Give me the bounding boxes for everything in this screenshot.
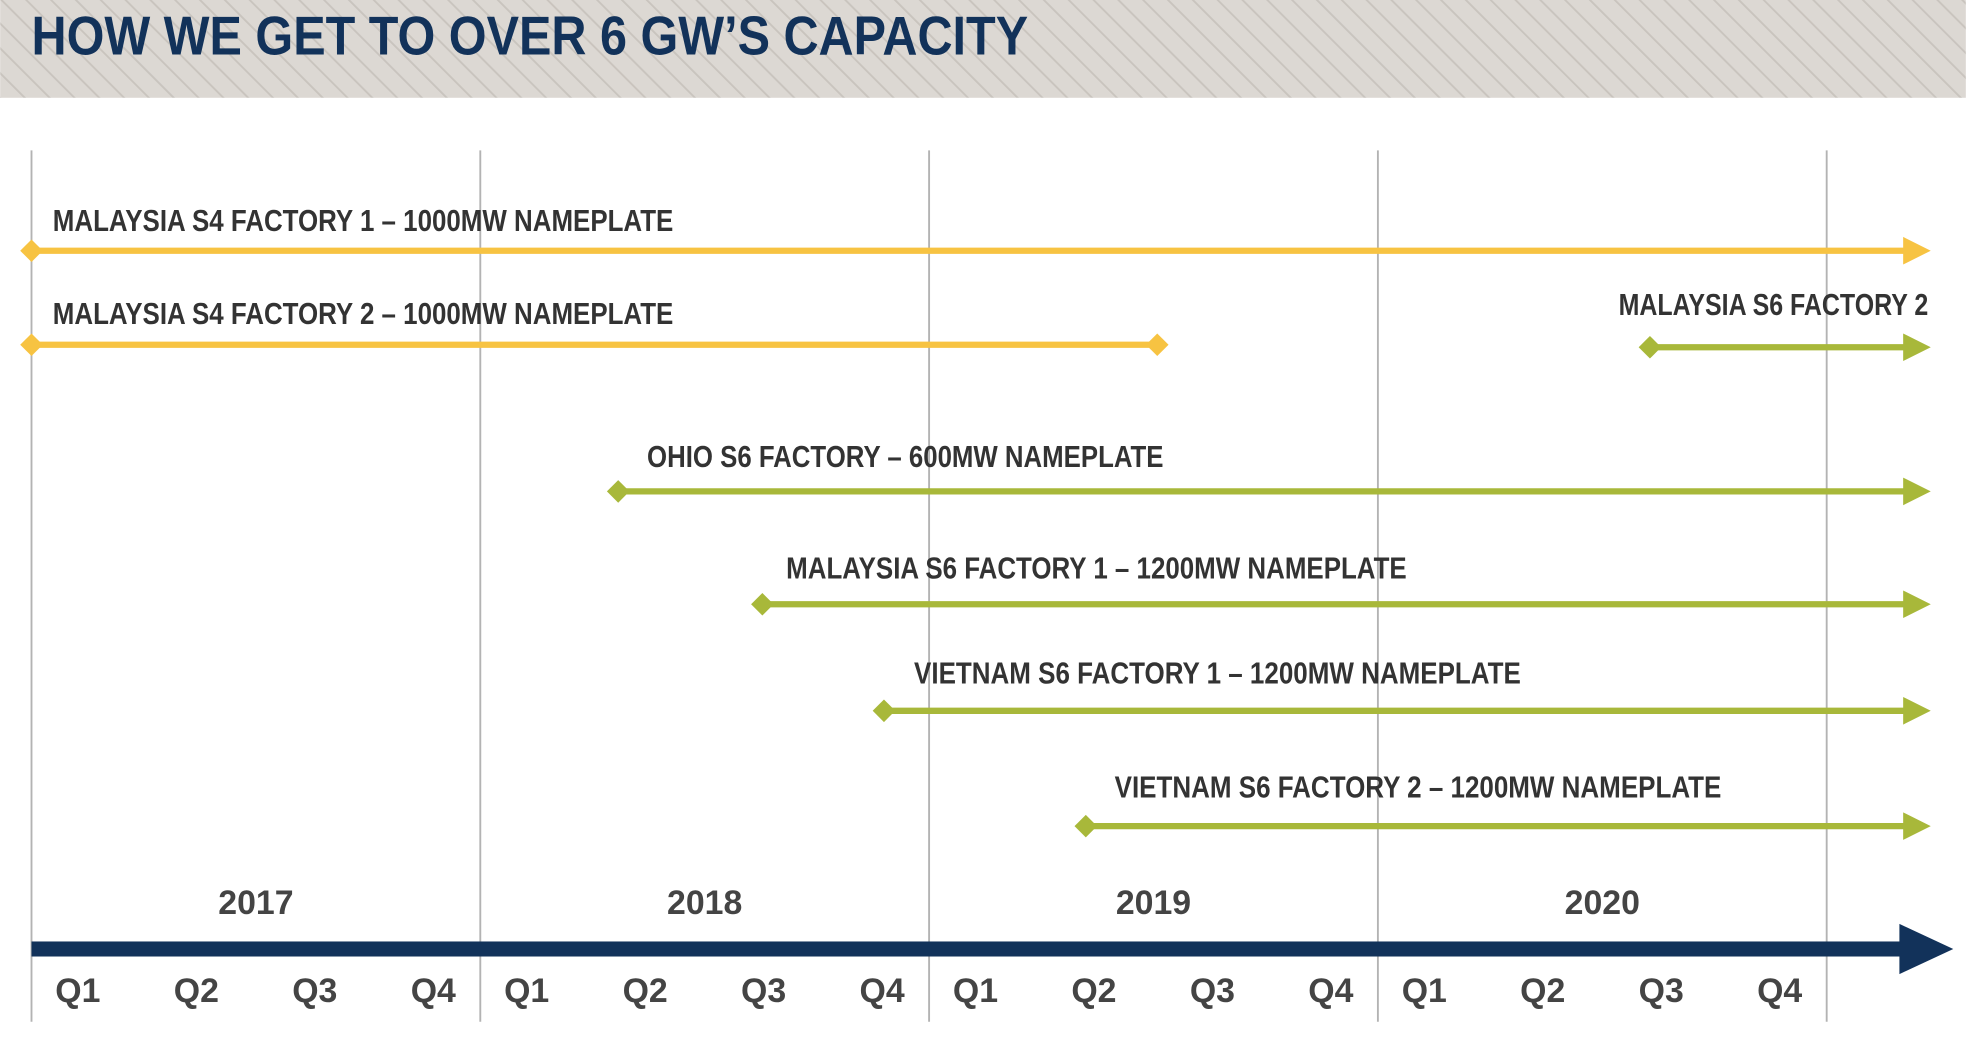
bar-label: MALAYSIA S6 FACTORY 1 – 1200MW NAMEPLATE (786, 552, 1407, 585)
end-arrow (1903, 236, 1931, 265)
quarter-label: Q2 (174, 972, 219, 1010)
start-marker (751, 592, 774, 616)
end-arrow (1903, 477, 1931, 506)
bar-label: MALAYSIA S4 FACTORY 1 – 1000MW NAMEPLATE (53, 205, 674, 238)
quarter-label: Q1 (504, 972, 549, 1010)
timeline: 2017 2018 2019 2020 Q1 Q2 Q3 Q4 Q1 Q2 Q3 Q4 Q1 Q2 Q3 Q4… (20, 150, 1954, 1022)
quarter-label: Q1 (953, 972, 998, 1010)
quarter-label: Q3 (292, 972, 337, 1010)
quarter-label: Q4 (1308, 972, 1353, 1010)
bar-label: MALAYSIA S6 FACTORY 2 (1619, 289, 1929, 322)
end-arrow (1903, 590, 1931, 619)
year-label: 2020 (1565, 884, 1640, 922)
bar-label: MALAYSIA S4 FACTORY 2 – 1000MW NAMEPLATE (53, 298, 674, 331)
end-arrow (1903, 333, 1931, 362)
quarter-label: Q3 (741, 972, 786, 1010)
quarter-label: Q3 (1639, 972, 1684, 1010)
bar-label: VIETNAM S6 FACTORY 2 – 1200MW NAMEPLATE (1115, 772, 1722, 805)
bar-label: VIETNAM S6 FACTORY 1 – 1200MW NAMEPLATE (914, 658, 1521, 691)
year-label: 2018 (667, 884, 742, 922)
quarter-label: Q2 (623, 972, 668, 1010)
start-marker (872, 699, 896, 723)
axis-bar (31, 941, 1902, 957)
end-arrow (1903, 812, 1931, 840)
axis-arrow (1899, 923, 1954, 975)
quarter-label: Q4 (411, 972, 456, 1010)
year-label: 2017 (218, 884, 293, 922)
quarter-label: Q2 (1071, 972, 1116, 1010)
end-arrow (1903, 697, 1931, 725)
quarter-label: Q4 (860, 972, 905, 1010)
year-label: 2019 (1116, 884, 1191, 922)
start-marker (606, 480, 630, 503)
bar-label: OHIO S6 FACTORY – 600MW NAMEPLATE (647, 441, 1163, 474)
quarter-label: Q4 (1757, 972, 1802, 1010)
quarter-label: Q3 (1190, 972, 1235, 1010)
end-marker (1145, 333, 1169, 357)
quarter-label: Q1 (55, 972, 100, 1010)
title: HOW WE GET TO OVER 6 GW’S CAPACITY (32, 5, 1029, 67)
quarter-label: Q2 (1520, 972, 1565, 1010)
start-marker (20, 333, 43, 357)
header-band (0, 0, 1966, 98)
start-marker (1074, 814, 1098, 838)
start-marker (20, 239, 43, 263)
start-marker (1638, 335, 1662, 359)
quarter-label: Q1 (1402, 972, 1447, 1010)
